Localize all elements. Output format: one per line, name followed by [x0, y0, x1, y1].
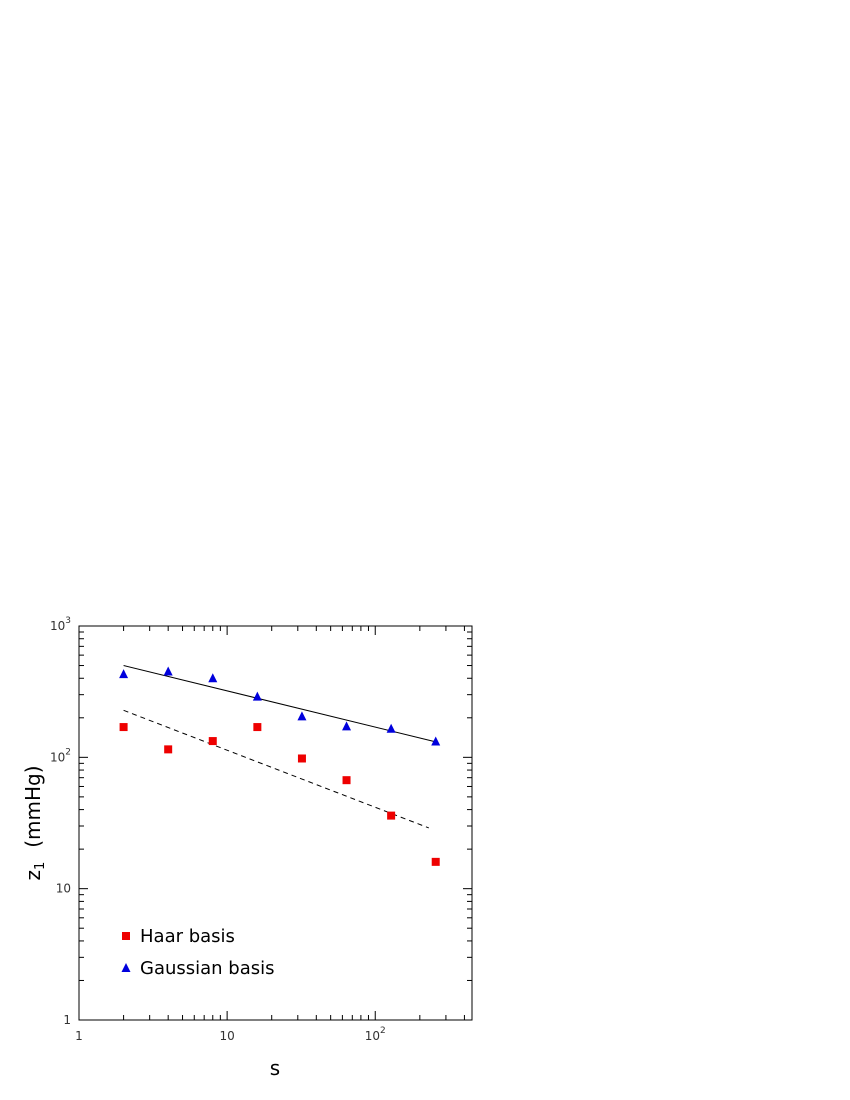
data-point: [253, 723, 262, 732]
x-tick-label: 1: [75, 1029, 83, 1043]
data-point: [208, 673, 218, 683]
data-point: [119, 669, 129, 679]
data-points: [119, 666, 441, 866]
axis-ticks: 1 10 102 1 10 102 103: [50, 616, 472, 1043]
fit-line: [123, 709, 430, 829]
data-point: [208, 737, 217, 746]
y-tick-label: 10: [56, 882, 71, 896]
data-point: [163, 666, 173, 676]
fit-line: [123, 665, 435, 742]
x-axis-label: s: [270, 1056, 280, 1080]
data-point: [297, 711, 307, 721]
x-tick-label: 10: [219, 1029, 234, 1043]
data-point: [386, 723, 396, 733]
y-axis-label-var: z: [21, 870, 45, 881]
legend: Haar basis Gaussian basis: [121, 926, 275, 979]
data-point: [119, 723, 128, 732]
svg-text:z1(mmHg): z1 (mmHg): [21, 765, 48, 880]
data-point: [387, 811, 396, 820]
data-point: [431, 736, 441, 746]
y-tick-label: 102: [50, 747, 71, 764]
data-point: [342, 721, 352, 731]
x-tick-label: 102: [365, 1026, 386, 1043]
legend-marker: [122, 932, 130, 940]
data-point: [164, 745, 173, 754]
y-axis-label-subscript: 1: [33, 862, 48, 870]
legend-label: Haar basis: [140, 926, 235, 947]
y-tick-label: 103: [50, 616, 71, 633]
data-point: [252, 691, 262, 701]
data-point: [342, 776, 351, 785]
plot-frame: [78, 625, 473, 1021]
data-point: [297, 754, 306, 763]
y-axis-label-unit: (mmHg): [21, 765, 45, 847]
data-point: [431, 857, 440, 866]
legend-label: Gaussian basis: [140, 958, 275, 979]
legend-marker: [121, 963, 131, 972]
fit-lines: [123, 665, 435, 829]
y-tick-label: 1: [63, 1013, 71, 1027]
y-axis-label: z1 (mmHg): [21, 765, 48, 880]
